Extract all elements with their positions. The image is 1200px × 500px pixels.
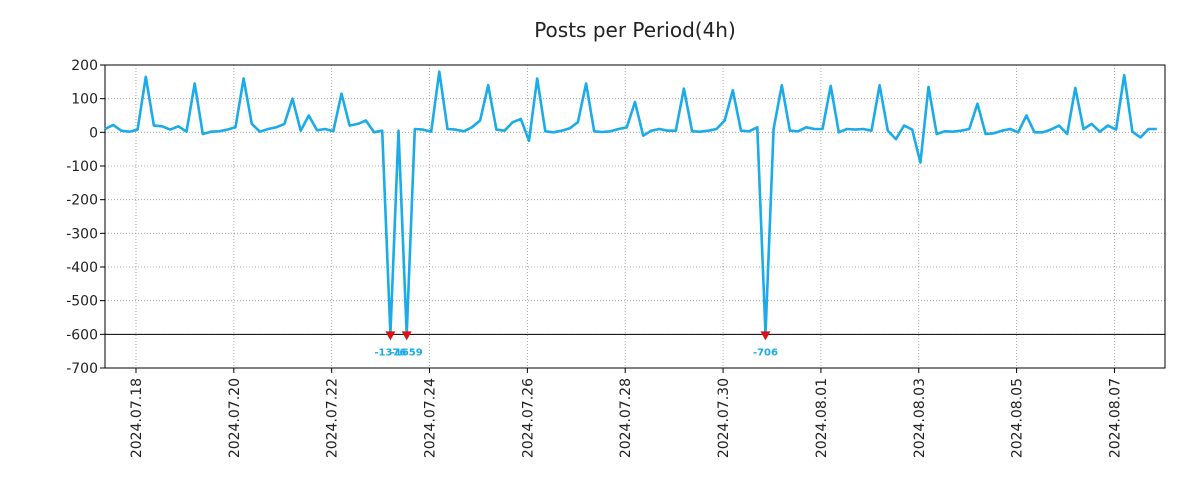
clip-value-label: -706: [753, 347, 778, 358]
x-tick-label: 2024.07.18: [129, 378, 145, 458]
plot-area-frame: [104, 64, 1166, 369]
y-tick-label: -200: [66, 193, 98, 209]
x-tick-label: 2024.07.26: [520, 378, 536, 458]
x-tick-label: 2024.07.28: [618, 378, 634, 458]
y-tick-label: 0: [89, 125, 98, 141]
x-tick-label: 2024.07.30: [716, 378, 732, 458]
y-tick-label: 100: [71, 92, 98, 108]
x-tick-label: 2024.07.24: [423, 378, 439, 458]
x-tick-label: 2024.08.07: [1107, 378, 1123, 458]
x-tick-label: 2024.08.05: [1010, 378, 1026, 458]
y-tick-label: -500: [66, 294, 98, 310]
x-tick-label: 2024.08.01: [814, 378, 830, 458]
series-line: [104, 70, 1157, 336]
grid-layer: [105, 65, 1165, 368]
y-tick-label: -600: [66, 327, 98, 343]
x-tick-label: 2024.07.20: [227, 378, 243, 458]
chart-title: Posts per Period(4h): [534, 18, 736, 42]
y-tick-label: 200: [71, 58, 98, 74]
annotation-layer: -1376-1659 -706: [374, 331, 778, 358]
x-axis: 2024.07.18 2024.07.20 2024.07.22 2024.07.24…: [129, 368, 1123, 458]
y-tick-label: -700: [66, 361, 98, 377]
y-tick-label: -400: [66, 260, 98, 276]
clip-marker: [385, 331, 396, 341]
x-tick-label: 2024.07.22: [325, 378, 341, 458]
clip-value-label: -1659: [391, 347, 423, 358]
series-layer: [104, 70, 1157, 336]
y-axis: 200 100 0 -100 -200 -300 -400 -500 -600 -700: [66, 58, 105, 377]
y-tick-label: -300: [66, 226, 98, 242]
y-tick-label: -100: [66, 159, 98, 175]
clip-marker: [760, 331, 771, 341]
clip-marker: [401, 331, 412, 341]
x-tick-label: 2024.08.03: [912, 378, 928, 458]
clip-value-label: -1376: [374, 347, 406, 358]
